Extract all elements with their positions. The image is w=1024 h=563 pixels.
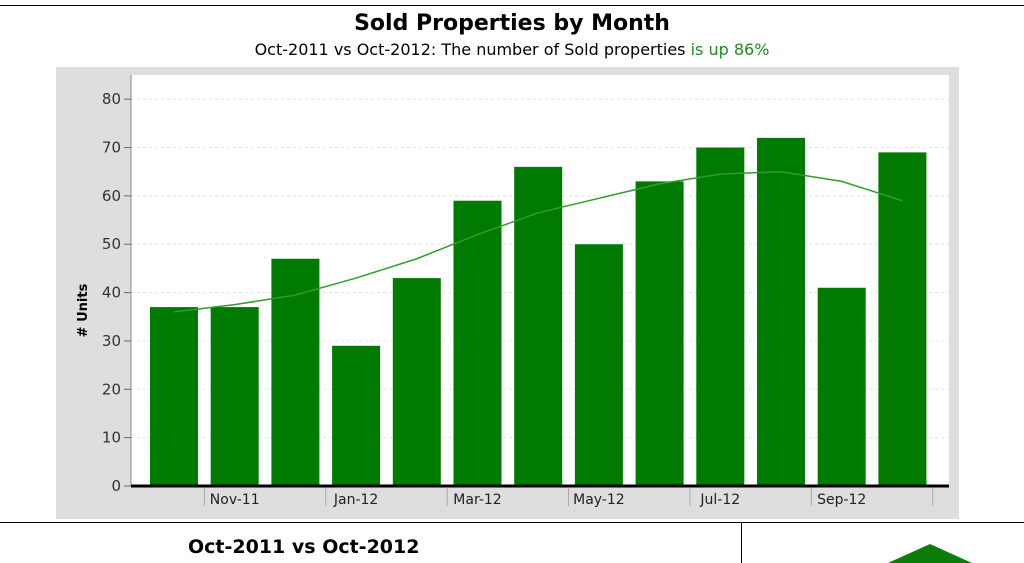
y-axis-label: # Units	[76, 283, 91, 337]
up-arrow-icon	[888, 544, 972, 563]
bar-jan-12	[332, 345, 381, 486]
bar-jul-12	[696, 147, 745, 486]
x-tick-label: Nov-11	[210, 492, 260, 508]
y-tick-label: 70	[102, 139, 121, 157]
x-tick-label: Jul-12	[699, 492, 740, 508]
comparison-heading: Oct-2011 vs Oct-2012	[188, 536, 420, 558]
column-divider	[741, 522, 742, 563]
trend-line	[173, 170, 903, 313]
y-tick-label: 10	[102, 429, 121, 447]
bar-oct-11	[150, 307, 198, 486]
bar-feb-12	[392, 278, 441, 486]
y-tick-label: 80	[102, 90, 121, 108]
x-tick-label: Mar-12	[453, 492, 501, 508]
x-tick-label: May-12	[573, 492, 625, 508]
bar-mar-12	[453, 200, 502, 486]
chart-subtitle: Oct-2011 vs Oct-2012: The number of Sold…	[0, 39, 1024, 61]
y-tick-label: 20	[102, 380, 121, 398]
bar-may-12	[574, 244, 623, 486]
section-divider	[0, 522, 1024, 523]
bar-jun-12	[635, 181, 684, 486]
y-tick-label: 0	[111, 477, 121, 495]
bar-dec-11	[271, 258, 320, 486]
bar-apr-12	[514, 166, 563, 486]
y-tick-label: 30	[102, 332, 121, 350]
bar-nov-11	[210, 307, 259, 486]
sold-properties-chart: 0 10 20 30 40 50 60 70 80 # Units Nov-11 Jan-12 Mar-…	[76, 75, 949, 508]
top-divider	[0, 5, 1024, 6]
bar-oct-12	[878, 152, 927, 486]
chart-title: Sold Properties by Month	[354, 11, 670, 36]
bar-sep-12	[817, 287, 866, 486]
y-tick-label: 50	[102, 235, 121, 253]
x-tick-label: Sep-12	[817, 492, 866, 508]
y-tick-label: 60	[102, 187, 121, 205]
x-tick-label: Jan-12	[333, 492, 378, 508]
bar-aug-12	[757, 137, 805, 486]
subtitle-text: Oct-2011 vs Oct-2012: The number of Sold…	[254, 40, 686, 59]
chart-frame: 0 10 20 30 40 50 60 70 80 # Units Nov-11 Jan-12 Mar-…	[56, 67, 959, 519]
subtitle-highlight: is up 86%	[690, 40, 770, 59]
y-tick-label: 40	[102, 284, 121, 302]
